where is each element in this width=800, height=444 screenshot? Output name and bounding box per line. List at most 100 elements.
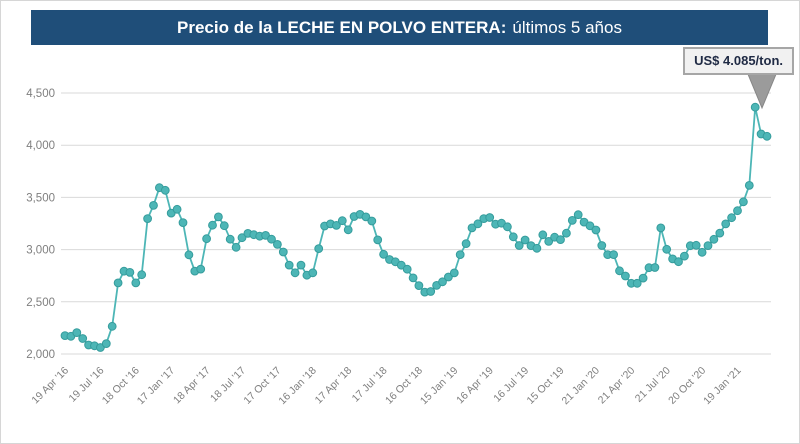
data-point: [231, 242, 241, 252]
data-point: [308, 268, 318, 278]
data-point: [567, 216, 577, 225]
data-point: [444, 272, 453, 282]
x-axis-label: 21 Jan '20: [560, 365, 603, 408]
x-axis-label: 18 Apr '17: [171, 365, 213, 407]
data-point: [426, 287, 436, 296]
data-point: [149, 201, 158, 210]
data-point: [178, 218, 188, 228]
data-point: [290, 268, 300, 278]
grid-layer: 2,000 2,500 3,000 3,500 4,000 4,500 19 Apr '16…: [26, 88, 771, 407]
x-axis-label: 17 Jan '17: [135, 365, 178, 408]
data-point: [237, 233, 247, 243]
data-point: [101, 339, 111, 349]
data-point: [573, 210, 583, 220]
data-point: [131, 278, 141, 288]
data-point: [520, 235, 530, 245]
x-axis-label: 15 Jan '19: [418, 365, 461, 408]
data-point: [278, 247, 288, 257]
x-axis-label: 19 Jan '21: [701, 365, 744, 408]
data-point: [762, 131, 772, 141]
data-point: [744, 181, 754, 190]
data-point: [414, 281, 424, 291]
data-point: [438, 277, 447, 287]
data-point: [273, 240, 282, 249]
data-point: [113, 278, 123, 288]
data-point: [597, 241, 607, 250]
data-point: [296, 260, 306, 270]
data-point: [727, 213, 736, 223]
x-axis-label: 21 Apr '20: [596, 365, 638, 407]
data-point: [455, 250, 465, 260]
x-axis-label: 17 Apr '18: [313, 365, 355, 407]
data-point: [503, 222, 512, 232]
x-axis-label: 19 Apr '16: [29, 365, 71, 407]
data-point: [361, 212, 371, 222]
data-point: [72, 328, 82, 338]
data-point: [107, 321, 117, 331]
data-point: [739, 197, 748, 207]
data-point: [208, 220, 217, 230]
data-point: [697, 247, 707, 257]
data-point: [562, 228, 571, 238]
data-point: [591, 225, 601, 235]
data-point: [715, 228, 725, 238]
data-point: [343, 225, 353, 235]
data-point: [750, 102, 760, 112]
data-point: [172, 204, 182, 214]
data-point: [408, 273, 418, 283]
price-callout: US$ 4.085/ton.: [683, 47, 794, 75]
data-point: [733, 206, 742, 216]
data-point: [461, 239, 471, 249]
x-axis-label: 16 Jan '18: [276, 365, 319, 408]
data-point: [467, 223, 477, 233]
data-point: [225, 234, 235, 244]
chart-title-banner: Precio de la LECHE EN POLVO ENTERA: últi…: [31, 10, 768, 45]
series-layer: [60, 102, 772, 352]
data-point: [656, 223, 666, 233]
data-point: [615, 266, 624, 276]
data-point: [544, 237, 554, 246]
data-point: [585, 221, 595, 231]
data-point: [638, 273, 648, 283]
data-point: [514, 241, 524, 250]
data-point: [78, 334, 88, 343]
data-point: [691, 240, 701, 250]
data-point: [402, 264, 412, 274]
y-axis-label: 4,000: [26, 140, 55, 152]
data-point: [632, 278, 642, 288]
data-point: [609, 250, 618, 260]
data-point: [214, 212, 223, 222]
data-point: [680, 251, 689, 261]
data-point: [202, 234, 212, 244]
y-axis-label: 2,500: [26, 297, 55, 309]
data-point: [267, 234, 276, 244]
data-point: [332, 221, 341, 230]
data-point: [485, 213, 495, 222]
data-point: [621, 271, 630, 281]
data-point: [367, 216, 377, 226]
data-point: [337, 216, 347, 226]
data-point: [196, 264, 206, 274]
data-point: [650, 263, 660, 272]
data-point: [721, 219, 731, 229]
data-point: [314, 244, 324, 254]
data-point: [379, 249, 389, 259]
data-point: [508, 232, 518, 242]
data-point: [662, 244, 672, 254]
data-point: [373, 235, 383, 245]
chart-title-regular: últimos 5 años: [512, 17, 622, 37]
chart-title-bold: Precio de la LECHE EN POLVO ENTERA:: [177, 17, 507, 37]
data-point: [160, 185, 170, 195]
data-point: [184, 250, 194, 260]
y-axis-label: 3,500: [26, 192, 55, 204]
data-point: [674, 257, 683, 267]
data-point: [709, 234, 719, 244]
data-point: [396, 260, 406, 270]
x-axis-label: 16 Apr '19: [454, 365, 496, 407]
data-point: [137, 270, 147, 280]
data-point: [703, 241, 713, 251]
data-point: [556, 235, 565, 245]
data-point: [284, 260, 294, 270]
